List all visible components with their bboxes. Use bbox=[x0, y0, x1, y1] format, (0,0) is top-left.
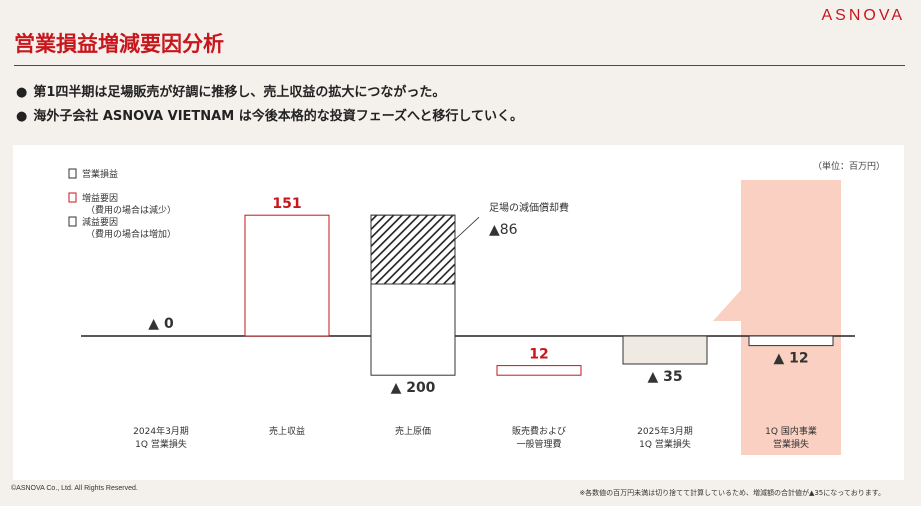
bullet-item: ● 海外子会社 ASNOVA VIETNAM は今後本格的な投資フェーズへと移行し… bbox=[16, 108, 523, 132]
page-title: 営業損益増減要因分析 bbox=[14, 32, 224, 56]
category-label: 1Q 営業損失 bbox=[135, 438, 187, 450]
company-logo: ASNOVA bbox=[821, 7, 905, 24]
bar-value-label: ▲ 0 bbox=[148, 316, 174, 332]
legend-sublabel: （費用の場合は増加） bbox=[86, 228, 176, 240]
summary-bullets: ● 第1四半期は足場販売が好調に推移し、売上収益の拡大につながった。 ● 海外子会社… bbox=[16, 84, 523, 132]
bar bbox=[622, 335, 708, 365]
callout-pointer bbox=[713, 290, 741, 321]
copyright: ©ASNOVA Co., Ltd. All Rights Reserved. bbox=[11, 485, 138, 492]
category-label: 2025年3月期 bbox=[637, 425, 693, 437]
annotation-label: 足場の減価償却費 bbox=[489, 201, 569, 214]
bar-value-label: ▲ 200 bbox=[391, 380, 436, 396]
category-label: 1Q 営業損失 bbox=[639, 438, 691, 450]
title-divider bbox=[14, 65, 905, 66]
footnote: ※各数値の百万円未満は切り捨てて計算しているため、増減額の合計値が▲35になって… bbox=[579, 489, 885, 497]
bar-value-label: ▲ 12 bbox=[773, 351, 808, 367]
bar-value-label: ▲ 35 bbox=[647, 369, 682, 385]
highlight-band bbox=[741, 180, 841, 455]
bullet-item: ● 第1四半期は足場販売が好調に推移し、売上収益の拡大につながった。 bbox=[16, 84, 523, 108]
category-label: 販売費および bbox=[512, 425, 566, 437]
legend-sublabel: （費用の場合は減少） bbox=[86, 204, 176, 216]
annotation-value: ▲86 bbox=[489, 222, 518, 238]
chart-panel: （単位：百万円） 営業損益増益要因 （費用の場合は減少） 減益要因 （費用の場合は増加）… bbox=[13, 145, 904, 480]
legend-swatch-neutral bbox=[68, 168, 77, 179]
bar bbox=[496, 365, 582, 376]
legend-label: 減益要因 bbox=[82, 216, 118, 228]
bullet-icon: ● bbox=[16, 85, 28, 100]
bar bbox=[244, 214, 330, 337]
category-label: 1Q 国内事業 bbox=[765, 425, 817, 437]
unit-label: （単位：百万円） bbox=[813, 160, 885, 172]
legend-swatch-decrease bbox=[68, 216, 77, 227]
legend-label: 営業損益 bbox=[82, 168, 118, 180]
legend-swatch-increase bbox=[68, 192, 77, 203]
category-label: 2024年3月期 bbox=[133, 425, 189, 437]
legend-label: 増益要因 bbox=[82, 192, 118, 204]
waterfall-chart: （単位：百万円） 営業損益増益要因（費用の場合は減少）減益要因（費用の場合は増加）… bbox=[68, 160, 885, 455]
bar-value-label: 12 bbox=[529, 347, 548, 363]
bullet-icon: ● bbox=[16, 109, 28, 124]
bullet-text: 海外子会社 ASNOVA VIETNAM は今後本格的な投資フェーズへと移行して… bbox=[33, 109, 524, 124]
bar bbox=[748, 335, 834, 347]
category-label: 売上収益 bbox=[269, 425, 305, 437]
annotation-leader bbox=[450, 216, 480, 244]
category-label: 営業損失 bbox=[773, 438, 809, 450]
category-label: 一般管理費 bbox=[516, 438, 561, 450]
bullet-text: 第1四半期は足場販売が好調に推移し、売上収益の拡大につながった。 bbox=[33, 85, 446, 100]
depreciation-hatch bbox=[370, 214, 456, 285]
category-label: 売上原価 bbox=[395, 425, 431, 437]
bar-value-label: 151 bbox=[272, 196, 301, 212]
